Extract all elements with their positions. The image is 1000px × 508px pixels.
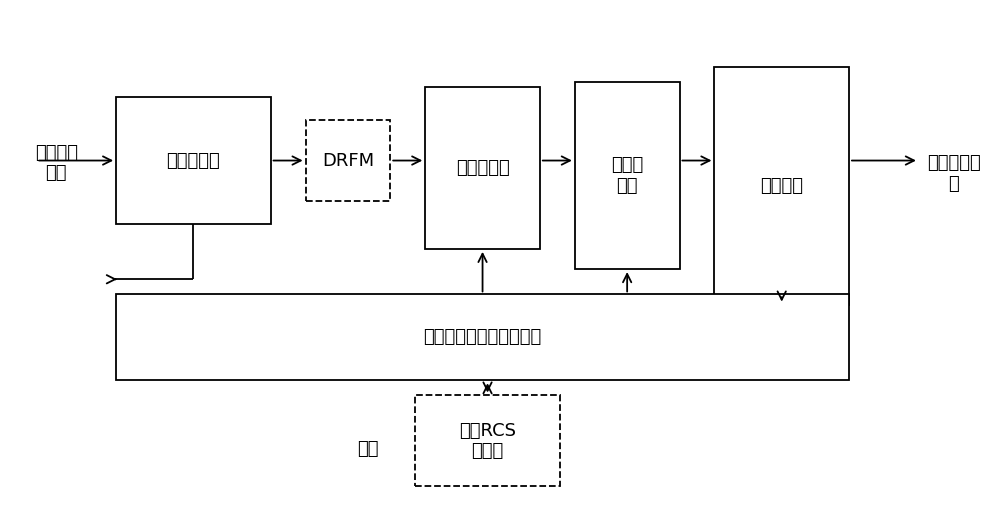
Text: 接收雷达
信号: 接收雷达 信号 xyxy=(35,144,78,182)
Text: 功率合成: 功率合成 xyxy=(760,177,803,195)
Text: 目标RCS
数据库: 目标RCS 数据库 xyxy=(459,422,516,460)
Text: 发射对消信
号: 发射对消信 号 xyxy=(927,154,981,193)
Text: 数字移
相器: 数字移 相器 xyxy=(611,156,643,195)
Bar xyxy=(116,295,849,380)
Bar xyxy=(415,395,560,486)
Bar xyxy=(575,82,680,269)
Text: 侦查接收机: 侦查接收机 xyxy=(166,151,220,170)
Bar xyxy=(116,98,271,224)
Bar xyxy=(714,67,849,304)
Text: 内存: 内存 xyxy=(358,439,379,458)
Text: DRFM: DRFM xyxy=(322,151,374,170)
Text: 数字衰减器: 数字衰减器 xyxy=(456,159,509,177)
Text: 数字信号处理与控制单元: 数字信号处理与控制单元 xyxy=(423,328,542,346)
Bar xyxy=(306,120,390,201)
Bar xyxy=(425,87,540,249)
